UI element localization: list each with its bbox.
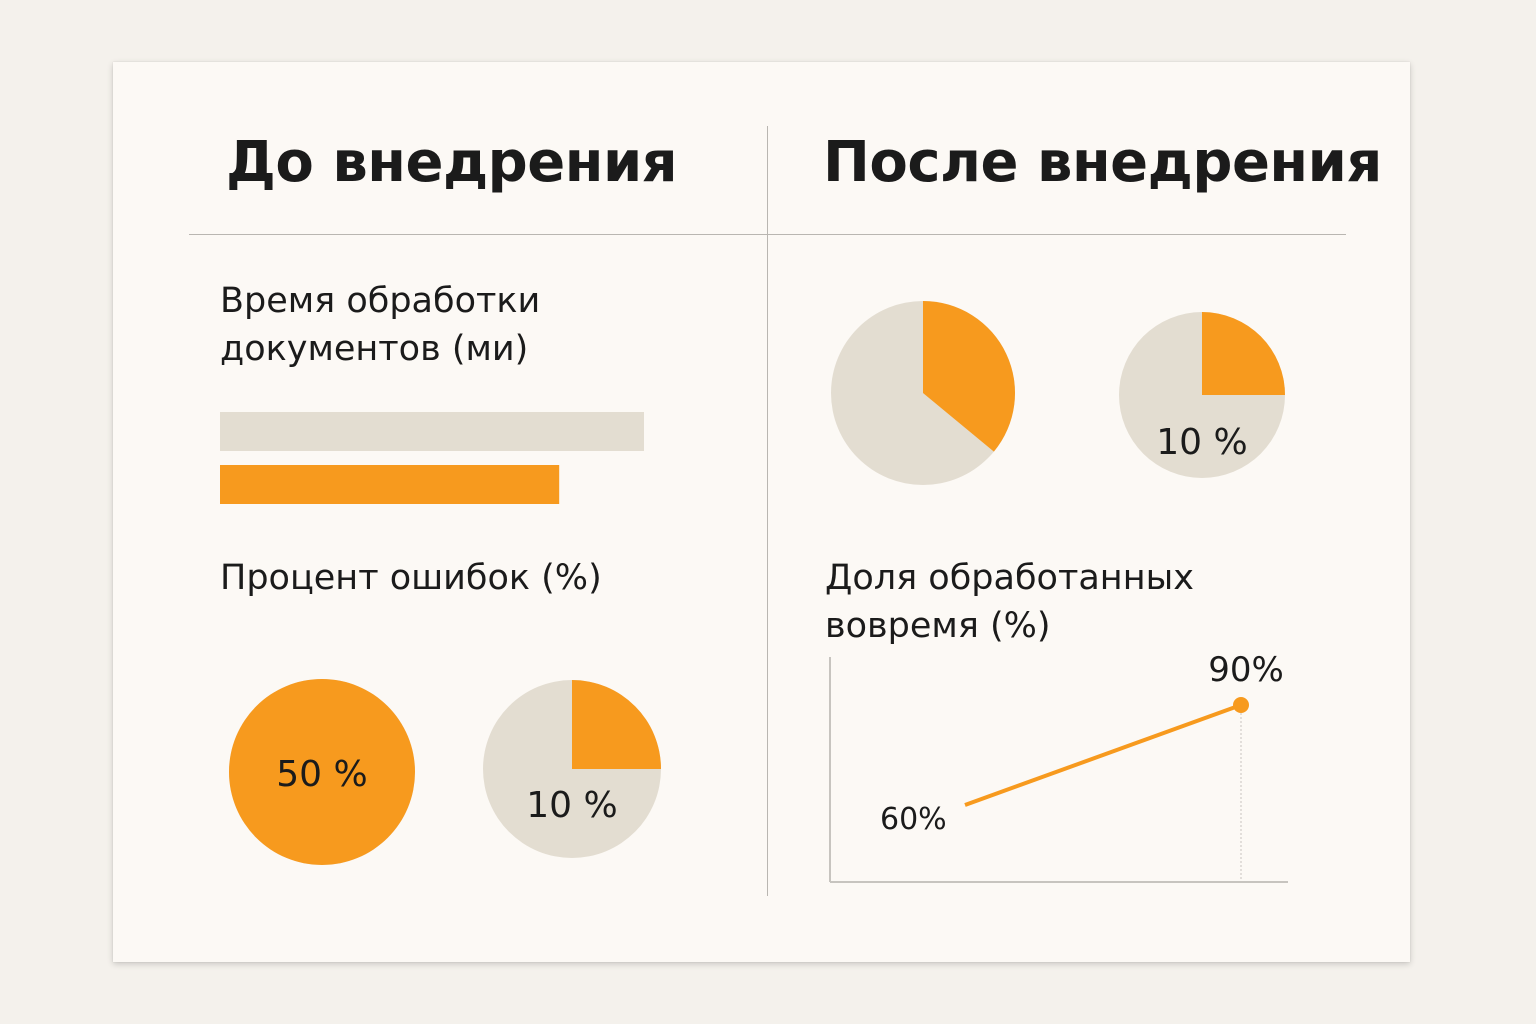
on-time-share-title: Доля обработанных вовремя (%) <box>825 558 1194 646</box>
end-value-label: 90% <box>1208 650 1284 690</box>
after-pie-large <box>831 301 1015 485</box>
error-rate-pie-after: 10 % <box>483 680 661 858</box>
infographic-card: До внедрения После внедрения Время обраб… <box>113 62 1410 962</box>
before-heading: До внедрения <box>226 130 678 195</box>
error-rate-title: Процент ошибок (%) <box>220 558 602 598</box>
after-pie-small-label: 10 % <box>1156 422 1247 463</box>
bar-0 <box>220 412 644 451</box>
error-pie-after-label: 10 % <box>526 785 617 826</box>
error-pie-before-label: 50 % <box>276 754 367 795</box>
error-pie-after-slice <box>572 680 661 769</box>
after-heading: После внедрения <box>823 130 1382 195</box>
after-pie-small-slice <box>1202 312 1285 395</box>
end-point <box>1233 697 1249 713</box>
after-pie-large-slice <box>923 301 1015 452</box>
on-time-line-chart: 60% 90% <box>829 650 1288 883</box>
column-divider <box>767 126 768 896</box>
processing-time-title: Время обработки документов (ми) <box>220 281 541 369</box>
error-rate-pie-before: 50 % <box>229 679 415 865</box>
after-pie-small: 10 % <box>1119 312 1285 478</box>
bar-1 <box>220 465 560 504</box>
processing-time-bar-chart <box>220 412 644 504</box>
error-pie-before-slice <box>229 679 415 865</box>
start-value-label: 60% <box>880 802 947 837</box>
series-line <box>964 703 1242 807</box>
